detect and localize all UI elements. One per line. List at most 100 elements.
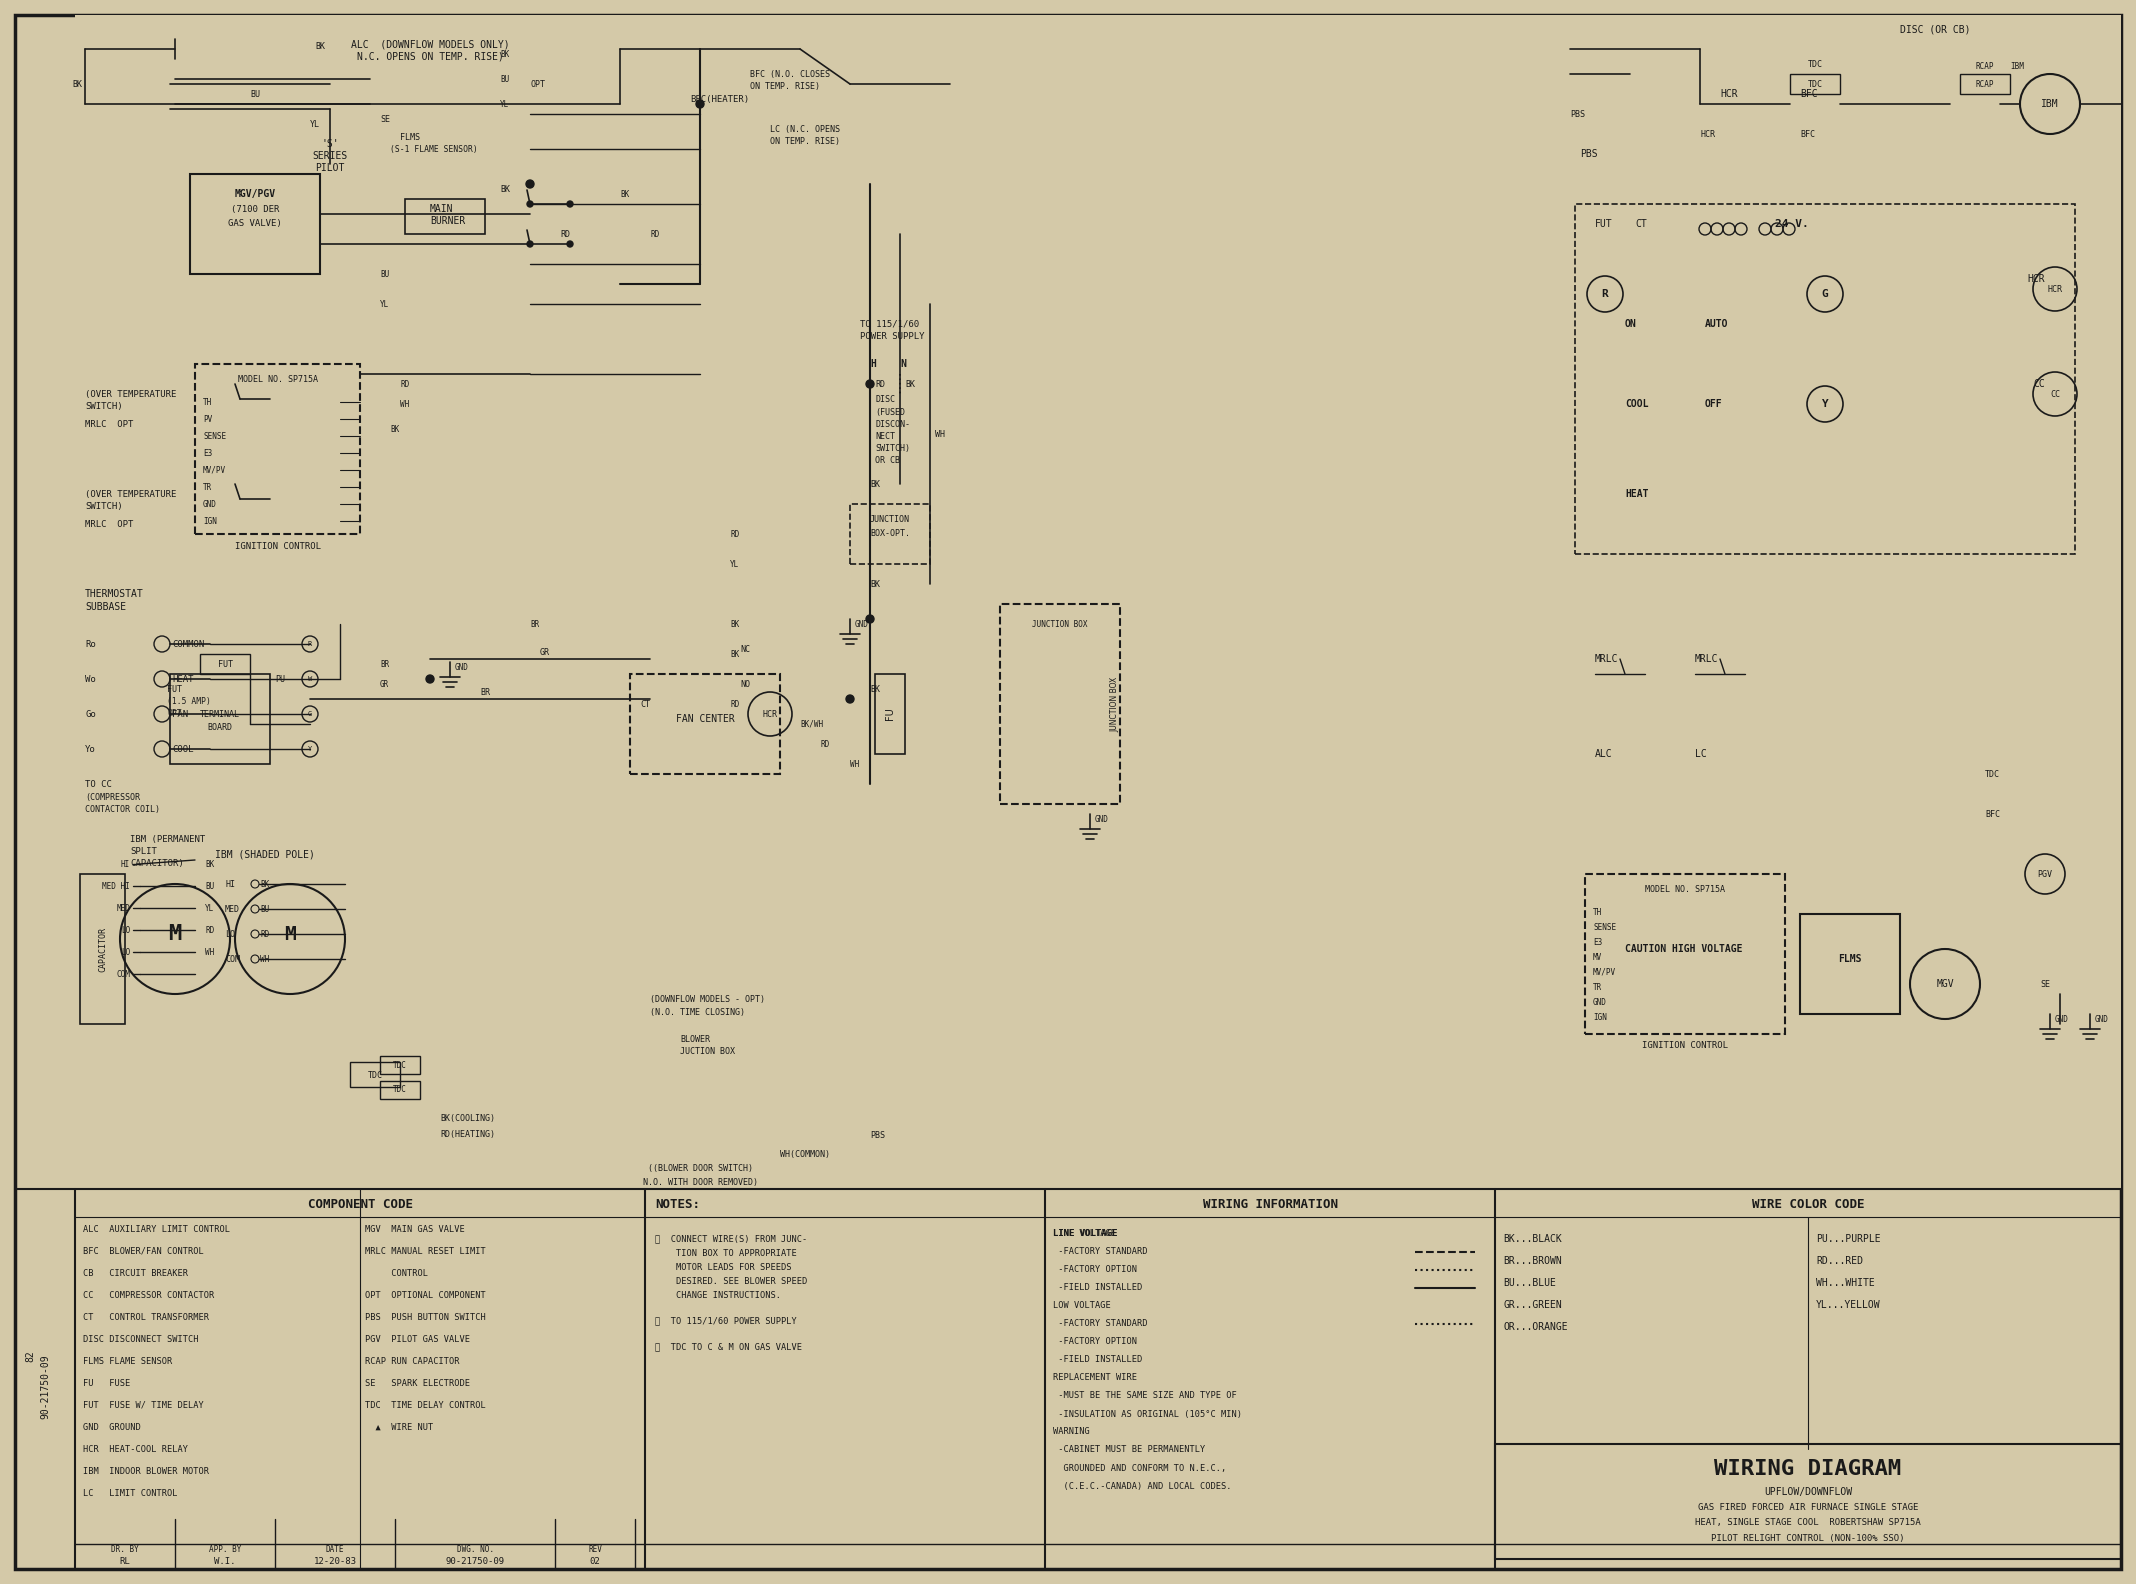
Text: HEAT: HEAT: [1625, 489, 1649, 499]
Text: CAUTION HIGH VOLTAGE: CAUTION HIGH VOLTAGE: [1625, 944, 1743, 954]
Text: M: M: [284, 925, 297, 944]
Bar: [876, 675, 906, 754]
Text: GAS FIRED FORCED AIR FURNACE SINGLE STAGE: GAS FIRED FORCED AIR FURNACE SINGLE STAG…: [1698, 1503, 1918, 1513]
Text: PU: PU: [276, 675, 284, 684]
Text: 'S': 'S': [320, 139, 340, 149]
Text: HCR: HCR: [2048, 285, 2063, 293]
Text: 02: 02: [590, 1557, 600, 1567]
Text: AUTO: AUTO: [1705, 318, 1728, 329]
Circle shape: [846, 695, 854, 703]
Text: GND  GROUND: GND GROUND: [83, 1422, 141, 1432]
Text: RD: RD: [820, 740, 829, 749]
Text: FLMS FLAME SENSOR: FLMS FLAME SENSOR: [83, 1356, 173, 1365]
Text: YL: YL: [310, 119, 320, 128]
Text: TDC: TDC: [1807, 60, 1822, 68]
Text: MRLC: MRLC: [1596, 654, 1619, 664]
Text: IBM: IBM: [2042, 100, 2059, 109]
Text: 90-21750-09: 90-21750-09: [41, 1354, 49, 1419]
Text: DISC (OR CB): DISC (OR CB): [1901, 24, 1972, 33]
Text: WH: WH: [261, 955, 269, 963]
Text: BR...BROWN: BR...BROWN: [1504, 1256, 1561, 1266]
Text: YL: YL: [500, 100, 508, 108]
Text: DISCON-: DISCON-: [876, 420, 910, 429]
Circle shape: [566, 201, 572, 208]
Bar: [1801, 914, 1901, 1014]
Text: ③  TDC TO C & M ON GAS VALVE: ③ TDC TO C & M ON GAS VALVE: [656, 1343, 801, 1351]
Text: ②  TO 115/1/60 POWER SUPPLY: ② TO 115/1/60 POWER SUPPLY: [656, 1316, 797, 1326]
Text: TH: TH: [1593, 908, 1602, 917]
Text: G: G: [308, 711, 312, 718]
Text: BOX-OPT.: BOX-OPT.: [869, 529, 910, 537]
Text: LOW VOLTAGE: LOW VOLTAGE: [1053, 1302, 1111, 1310]
Text: RD...RED: RD...RED: [1816, 1256, 1863, 1266]
Text: YL: YL: [731, 559, 739, 569]
Text: (DOWNFLOW MODELS - OPT): (DOWNFLOW MODELS - OPT): [649, 995, 765, 1004]
Text: WH: WH: [936, 429, 944, 439]
Text: HEAT, SINGLE STAGE COOL  ROBERTSHAW SP715A: HEAT, SINGLE STAGE COOL ROBERTSHAW SP715…: [1696, 1519, 1920, 1527]
Text: SERIES: SERIES: [312, 150, 348, 162]
Text: RD: RD: [261, 930, 269, 938]
Text: BU: BU: [261, 904, 269, 914]
Text: ALC  (DOWNFLOW MODELS ONLY): ALC (DOWNFLOW MODELS ONLY): [350, 40, 508, 49]
Text: CONTACTOR COIL): CONTACTOR COIL): [85, 805, 160, 814]
Text: (COMPRESSOR: (COMPRESSOR: [85, 792, 141, 802]
Text: IBM (PERMANENT: IBM (PERMANENT: [130, 835, 205, 844]
Text: RCAP: RCAP: [1976, 79, 1995, 89]
Bar: [630, 675, 780, 775]
Text: HI: HI: [224, 879, 235, 889]
Text: THERMOSTAT: THERMOSTAT: [85, 589, 143, 599]
Text: (1.5 AMP): (1.5 AMP): [167, 697, 211, 705]
Text: FUT  FUSE W/ TIME DELAY: FUT FUSE W/ TIME DELAY: [83, 1400, 203, 1410]
Circle shape: [528, 201, 534, 208]
Text: BK: BK: [205, 860, 214, 868]
Text: MED HI: MED HI: [103, 882, 130, 890]
Text: Ro: Ro: [85, 640, 96, 648]
Text: LC   LIMIT CONTROL: LC LIMIT CONTROL: [83, 1489, 177, 1497]
Text: ①  CONNECT WIRE(S) FROM JUNC-: ① CONNECT WIRE(S) FROM JUNC-: [656, 1234, 807, 1243]
Text: BU: BU: [500, 74, 508, 84]
Text: -FACTORY OPTION: -FACTORY OPTION: [1053, 1337, 1136, 1346]
Text: TO 115/1/60: TO 115/1/60: [861, 320, 918, 328]
Text: MV: MV: [1593, 952, 1602, 961]
Text: RD: RD: [649, 230, 660, 239]
Text: TDC: TDC: [393, 1085, 408, 1095]
Text: NOTES:: NOTES:: [656, 1198, 701, 1210]
Text: RL: RL: [120, 1557, 130, 1567]
Text: TDC: TDC: [367, 1071, 382, 1080]
Bar: [380, 1057, 421, 1074]
Text: WIRE COLOR CODE: WIRE COLOR CODE: [1752, 1198, 1865, 1210]
Text: GND: GND: [455, 662, 470, 672]
Circle shape: [865, 380, 874, 388]
Text: IGNITION CONTROL: IGNITION CONTROL: [1643, 1042, 1728, 1050]
Text: WH: WH: [205, 947, 214, 957]
Bar: [380, 1080, 421, 1099]
Text: LC (N.C. OPENS: LC (N.C. OPENS: [769, 125, 839, 133]
Text: COM: COM: [224, 955, 239, 963]
Text: TH: TH: [203, 398, 211, 407]
Text: CC   COMPRESSOR CONTACTOR: CC COMPRESSOR CONTACTOR: [83, 1291, 214, 1299]
Text: JUNCTION BOX: JUNCTION BOX: [1032, 619, 1087, 629]
Text: MRLC  OPT: MRLC OPT: [85, 520, 132, 529]
Text: PBS: PBS: [869, 1131, 884, 1140]
Text: SUBBASE: SUBBASE: [85, 602, 126, 611]
Text: TO CC: TO CC: [85, 779, 111, 789]
Circle shape: [865, 615, 874, 623]
Text: (FUSED: (FUSED: [876, 407, 906, 417]
Text: UPFLOW/DOWNFLOW: UPFLOW/DOWNFLOW: [1764, 1487, 1852, 1497]
Text: (N.O. TIME CLOSING): (N.O. TIME CLOSING): [649, 1007, 745, 1017]
Circle shape: [696, 100, 705, 108]
Text: PBS: PBS: [1581, 149, 1598, 158]
Text: YL...YELLOW: YL...YELLOW: [1816, 1300, 1880, 1310]
Text: POWER SUPPLY: POWER SUPPLY: [861, 331, 925, 341]
Text: BK: BK: [731, 619, 739, 629]
Text: (OVER TEMPERATURE: (OVER TEMPERATURE: [85, 489, 177, 499]
Text: HCR: HCR: [1719, 89, 1737, 100]
Text: RD: RD: [876, 380, 884, 388]
Text: WIRING INFORMATION: WIRING INFORMATION: [1203, 1198, 1337, 1210]
Text: BK: BK: [500, 49, 508, 59]
Text: N: N: [899, 360, 906, 369]
Bar: [1574, 204, 2074, 554]
Text: MV/PV: MV/PV: [1593, 968, 1617, 976]
Text: GND: GND: [203, 499, 218, 508]
Text: BK/WH: BK/WH: [801, 719, 822, 729]
